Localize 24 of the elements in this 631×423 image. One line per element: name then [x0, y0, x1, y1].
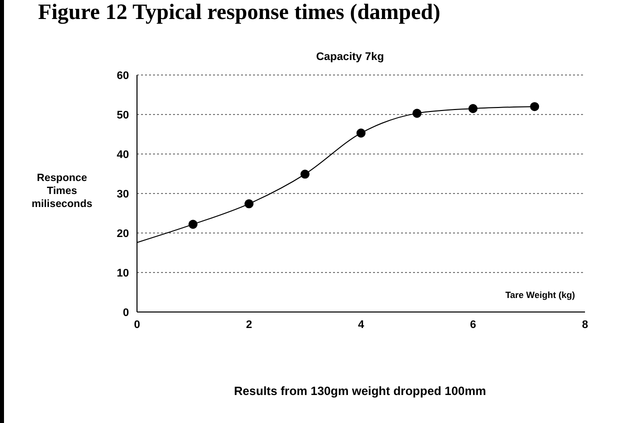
y-tick-label: 0 — [122, 306, 129, 319]
text: Results from 130gm weight dropped 100mm — [232, 384, 488, 398]
y-tick-label: 60 — [116, 70, 129, 82]
x-axis-title: Tare Weight (kg) — [504, 290, 575, 300]
x-tick-label: 6 — [470, 318, 476, 331]
point — [188, 220, 198, 229]
y-tick-label: 20 — [116, 228, 129, 240]
point — [468, 104, 478, 114]
y-tick-label: 50 — [116, 109, 129, 122]
y-axis-title: Responce Times miliseconds — [30, 172, 94, 211]
x-tick-label: 8 — [582, 318, 588, 331]
x-tick-label: 0 — [134, 318, 140, 331]
point — [244, 199, 254, 208]
x-tick-label: 2 — [246, 318, 252, 331]
point — [300, 170, 310, 179]
y-tick-label: 30 — [116, 188, 129, 200]
chart-subtitle: Capacity 7kg — [315, 51, 385, 63]
chart-title: Figure 12 Typical response times (damped) — [38, 0, 440, 24]
x-tick-label: 4 — [358, 318, 365, 331]
y-tick-label: 40 — [116, 148, 129, 161]
point — [356, 128, 366, 138]
point — [530, 102, 540, 112]
point — [412, 108, 422, 118]
y-tick-label: 10 — [116, 267, 129, 280]
